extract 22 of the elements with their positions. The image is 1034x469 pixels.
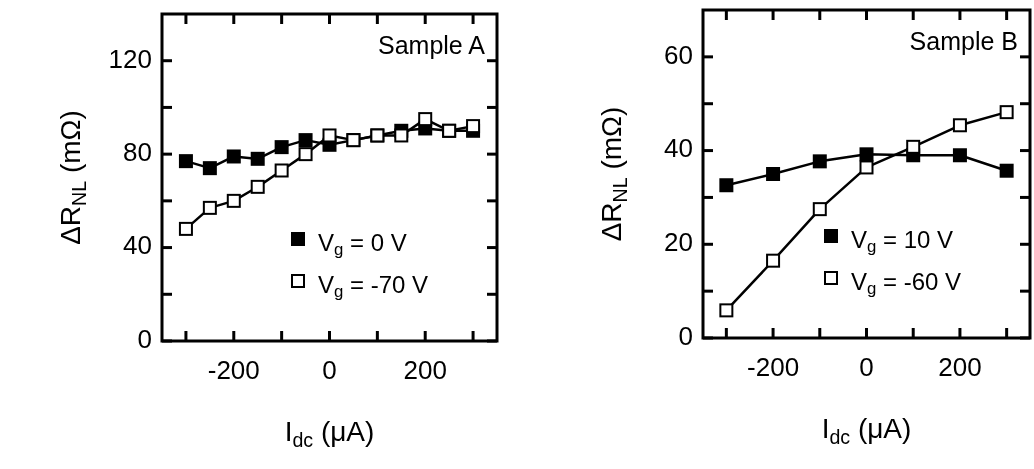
x-axis-title: I$_{dc}$ (μA) bbox=[821, 413, 912, 448]
legend-label: V$_{g}$ = -70 V bbox=[318, 271, 429, 301]
x-tick-label: 200 bbox=[938, 352, 982, 382]
x-tick-label: -200 bbox=[207, 355, 260, 385]
y-tick-label: 120 bbox=[108, 43, 152, 74]
y-tick-label: 40 bbox=[123, 230, 152, 261]
x-tick-label: 200 bbox=[403, 355, 447, 385]
x-tick-label: 0 bbox=[322, 355, 337, 385]
y-tick-label: 0 bbox=[137, 323, 152, 354]
y-tick-label: 0 bbox=[678, 320, 693, 351]
x-tick-label: 0 bbox=[859, 352, 874, 382]
legend-label: V$_{g}$ = 0 V bbox=[318, 229, 407, 259]
annotation: Sample B bbox=[909, 27, 1018, 55]
x-tick-label: -200 bbox=[747, 352, 800, 382]
annotation: Sample A bbox=[377, 31, 486, 59]
legend-label: V$_{g}$ = 10 V bbox=[851, 226, 954, 256]
y-tick-label: 20 bbox=[664, 227, 693, 258]
legend-label: V$_{g}$ = -60 V bbox=[851, 268, 962, 298]
y-tick-label: 40 bbox=[664, 133, 693, 164]
y-tick-label: 80 bbox=[123, 137, 152, 168]
y-tick-label: 60 bbox=[664, 39, 693, 70]
x-axis-title: I$_{dc}$ (μA) bbox=[284, 416, 375, 451]
